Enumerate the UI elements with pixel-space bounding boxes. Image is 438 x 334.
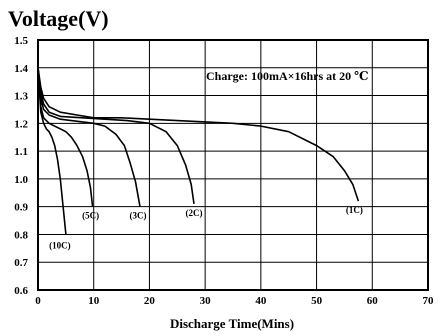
plot-frame: [37, 39, 429, 291]
x-tick-label: 40: [255, 295, 267, 307]
chart-title: Voltage(V): [8, 6, 109, 31]
series-line-1: [37, 67, 195, 205]
series-label-3: (5C): [82, 211, 99, 221]
x-tick-label: 0: [35, 295, 41, 307]
x-tick-label: 70: [423, 295, 435, 307]
series: [37, 67, 360, 235]
y-tick-label: 0.9: [14, 202, 28, 214]
y-tick-label: 0.7: [14, 257, 28, 269]
x-tick-label: 50: [311, 295, 323, 307]
series-line-4: [37, 67, 67, 235]
x-tick-label: 10: [88, 295, 100, 307]
x-tick-label: 60: [367, 295, 379, 307]
x-tick-label: 30: [200, 295, 212, 307]
x-tick-label: 20: [144, 295, 156, 307]
y-tick-label: 1.2: [14, 118, 28, 130]
series-line-3: [37, 67, 94, 207]
series-label-2: (3C): [129, 211, 146, 221]
series-line-0: [37, 67, 360, 202]
y-tick-label: 0.6: [14, 285, 28, 297]
x-axis-label: Discharge Time(Mins): [170, 316, 294, 331]
series-label-4: (10C): [49, 240, 71, 250]
series-labels: (1C) (2C) (3C) (5C) (10C): [49, 205, 363, 250]
y-tick-label: 1.1: [14, 146, 28, 158]
tick-labels: 0 10 20 30 40 50 60 70 0.6 0.7 0.8 0.9 1.0 1.1 1.2 1.3 1…: [14, 35, 434, 307]
series-label-1: (2C): [186, 208, 203, 218]
y-tick-label: 1.5: [14, 35, 28, 47]
y-tick-label: 1.4: [14, 63, 28, 75]
y-tick-label: 0.8: [14, 229, 28, 241]
series-label-0: (1C): [346, 205, 363, 215]
series-line-2: [37, 67, 141, 207]
axes: [37, 39, 429, 291]
y-tick-label: 1.3: [14, 91, 28, 103]
y-tick-label: 1.0: [14, 174, 28, 186]
charge-annotation: Charge: 100mA×16hrs at 20 ℃: [206, 69, 369, 83]
